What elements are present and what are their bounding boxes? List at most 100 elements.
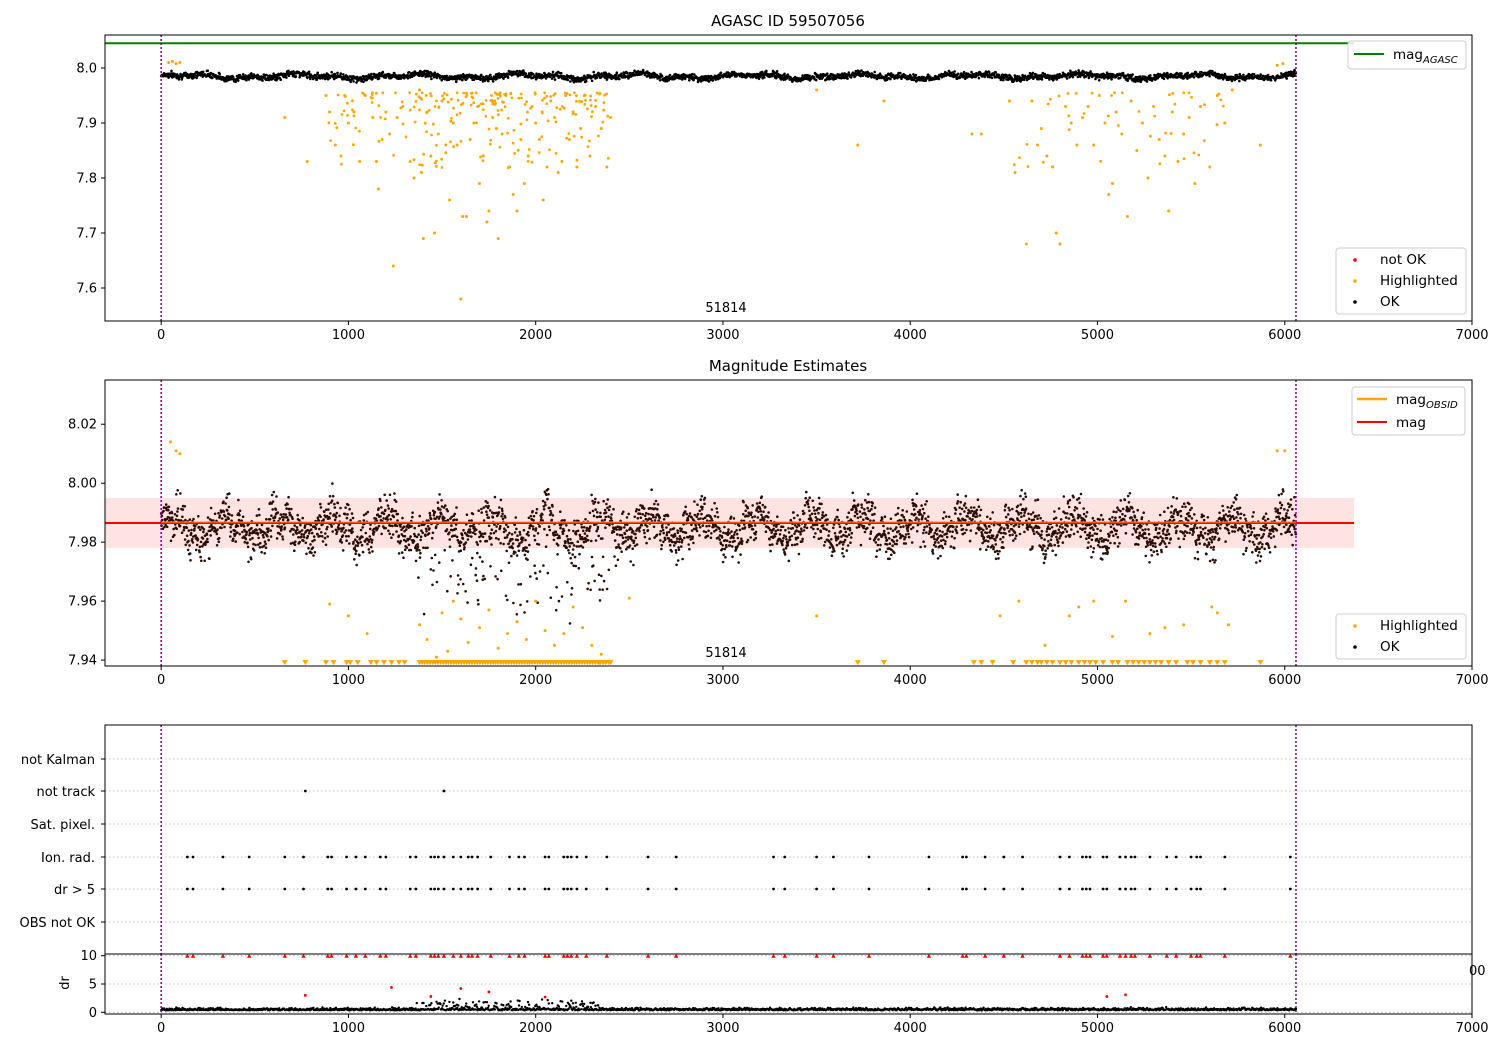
ok-point (254, 543, 257, 547)
ok-point (482, 506, 486, 509)
ok-point (542, 564, 545, 567)
ok-point (513, 531, 517, 534)
ok-point (721, 547, 724, 551)
ok-point (729, 515, 733, 519)
ok-point (202, 530, 205, 534)
ok-point (603, 508, 607, 512)
highlighted-point (502, 100, 505, 104)
ok-point (739, 553, 742, 556)
highlighted-point (1110, 182, 1114, 185)
ok-point (433, 553, 437, 557)
highlighted-point (480, 102, 483, 106)
ok-point (259, 541, 262, 545)
ok-point (574, 532, 578, 536)
ok-point (695, 515, 699, 518)
highlighted-point (526, 159, 530, 163)
ok-point (252, 549, 256, 552)
ok-point (386, 504, 390, 507)
ok-point (194, 73, 197, 77)
highlighted-point (174, 62, 178, 66)
ok-point (534, 527, 538, 530)
ok-point (599, 515, 602, 519)
highlighted-point (484, 99, 488, 102)
ok-point (466, 601, 469, 604)
ok-point (430, 536, 434, 540)
ok-point (388, 73, 392, 76)
ok-point (368, 527, 372, 531)
ok-point (601, 588, 604, 591)
ok-point (623, 532, 627, 536)
ok-point (649, 517, 653, 521)
ok-point (485, 539, 489, 543)
ok-point (572, 529, 575, 533)
ok-point (469, 530, 472, 534)
ok-point (675, 563, 678, 567)
ok-point (914, 73, 918, 77)
ok-point (321, 535, 324, 538)
ok-point (459, 549, 463, 552)
ok-point (390, 507, 394, 511)
ok-point (419, 538, 423, 542)
ok-point (1285, 77, 1288, 80)
ok-point (388, 532, 392, 536)
ok-point (228, 513, 231, 516)
ok-point (342, 73, 345, 76)
ok-point (759, 510, 763, 513)
ok-point (454, 527, 458, 531)
ok-point (645, 525, 649, 528)
ok-point (182, 528, 186, 532)
ok-point (594, 497, 597, 501)
ok-point (460, 533, 464, 537)
ok-point (692, 541, 695, 545)
ok-point (710, 508, 714, 511)
ok-point (315, 78, 319, 81)
ok-point (399, 525, 402, 528)
ok-point (763, 76, 766, 79)
ok-point (169, 539, 173, 543)
highlighted-point (1067, 128, 1071, 132)
ok-point (620, 526, 623, 529)
ok-point (417, 524, 421, 528)
ok-point (190, 538, 194, 541)
ok-point (632, 563, 635, 567)
highlighted-point (462, 91, 465, 95)
ok-point (625, 529, 628, 532)
highlighted-point (568, 93, 572, 97)
ok-point (627, 512, 630, 516)
ok-point (699, 498, 703, 502)
ok-point (481, 560, 484, 563)
ok-point (427, 519, 430, 522)
ok-point (526, 550, 530, 553)
ok-point (347, 534, 350, 538)
ok-point (490, 528, 494, 531)
ok-point (416, 543, 420, 546)
ok-point (264, 542, 268, 546)
highlighted-point (1163, 154, 1167, 158)
ok-point (660, 74, 664, 78)
highlighted-point (487, 209, 491, 213)
ok-point (476, 551, 479, 555)
ok-point (497, 511, 501, 514)
highlighted-point (556, 171, 560, 174)
ok-point (245, 79, 248, 82)
ok-point (605, 502, 608, 506)
highlighted-point (1103, 121, 1107, 125)
ok-point (407, 543, 411, 546)
ok-point (1076, 75, 1080, 79)
ok-point (563, 519, 566, 522)
highlighted-point (540, 135, 544, 139)
ok-point (225, 509, 229, 512)
ok-point (581, 546, 585, 549)
ok-point (296, 513, 300, 517)
ok-point (705, 524, 708, 528)
highlighted-point (1203, 103, 1206, 106)
ok-point (585, 534, 589, 538)
ok-point (234, 80, 237, 84)
ok-point (336, 501, 340, 505)
ok-point (250, 526, 253, 530)
y-tick-label: 7.7 (76, 227, 97, 242)
highlighted-point (979, 132, 983, 136)
ok-point (659, 530, 662, 533)
ok-point (568, 545, 571, 548)
ok-point (184, 518, 187, 522)
